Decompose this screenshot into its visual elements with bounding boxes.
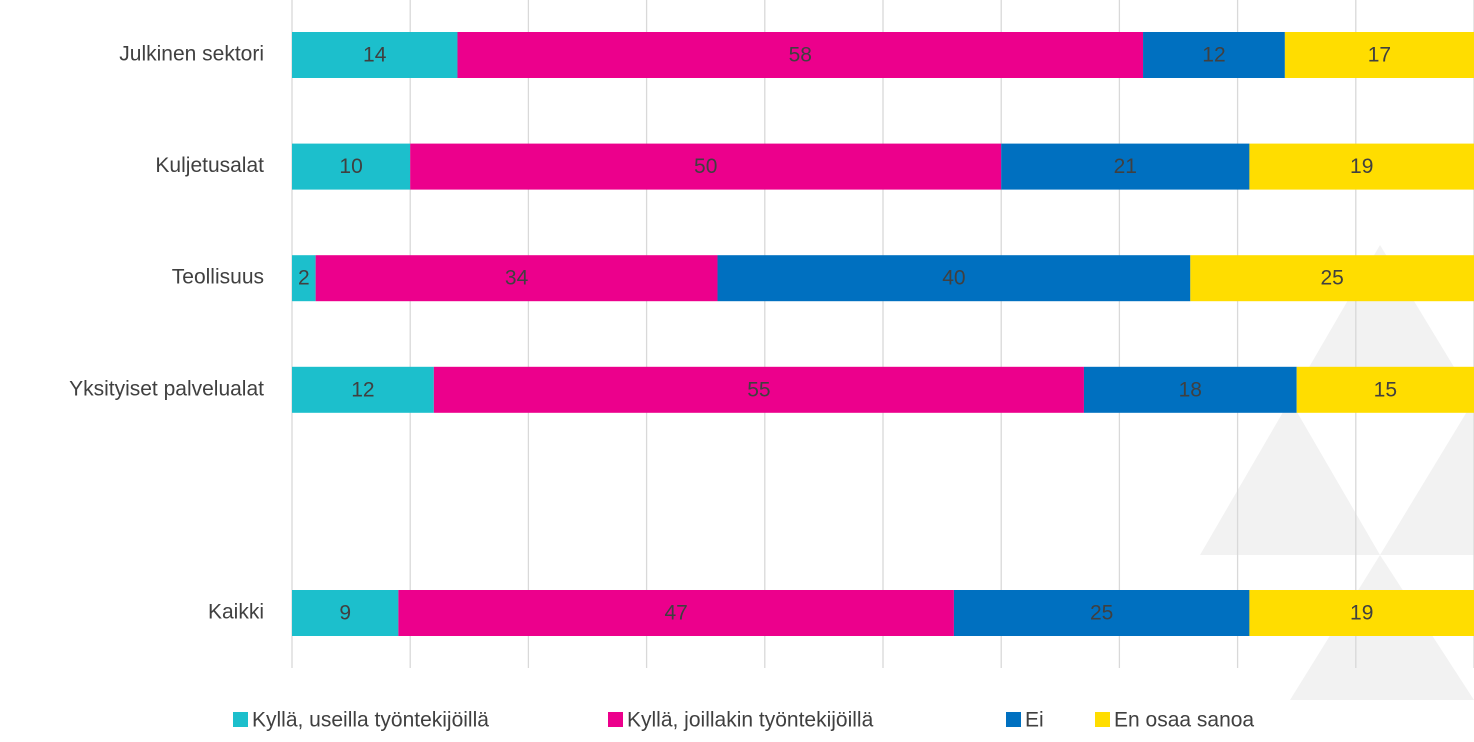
- bar-segment: [1284, 32, 1474, 78]
- bar-segment: [292, 32, 458, 78]
- bar-segment: [292, 143, 411, 190]
- legend-label: Kyllä, joillakin työntekijöillä: [627, 709, 874, 732]
- data-label: 25: [1320, 267, 1343, 290]
- data-label: 12: [1202, 44, 1225, 67]
- legend-label: Kyllä, useilla työntekijöillä: [252, 709, 489, 732]
- data-label: 50: [694, 155, 717, 178]
- bar-segment: [315, 255, 718, 302]
- data-label: 47: [664, 602, 687, 625]
- data-label: 58: [789, 44, 812, 67]
- data-label: 14: [363, 44, 387, 67]
- legend-label: En osaa sanoa: [1114, 709, 1254, 732]
- data-label: 15: [1374, 378, 1397, 401]
- bar-segment: [292, 255, 316, 302]
- bar-segment: [953, 590, 1250, 636]
- data-label: 25: [1090, 602, 1113, 625]
- bar-segment: [457, 32, 1144, 78]
- bar-segment: [1249, 143, 1474, 190]
- legend-swatch: [1095, 712, 1110, 727]
- bar-segment: [292, 590, 399, 636]
- data-label: 34: [505, 267, 529, 290]
- bar-segment: [433, 366, 1084, 413]
- bar-segment: [1249, 590, 1474, 636]
- legend-swatch: [1006, 712, 1021, 727]
- data-label: 12: [351, 378, 374, 401]
- y-tick-label: Yksityiset palvelualat: [69, 377, 264, 400]
- bar-segment: [1083, 366, 1297, 413]
- data-label: 10: [339, 155, 362, 178]
- bar-segment: [410, 143, 1002, 190]
- y-tick-label: Teollisuus: [172, 266, 264, 289]
- bar-segment: [398, 590, 954, 636]
- bar-segment: [1190, 255, 1474, 302]
- bar-segment: [1001, 143, 1250, 190]
- data-label: 19: [1350, 602, 1373, 625]
- legend-label: Ei: [1025, 709, 1044, 732]
- bar-segment: [1143, 32, 1285, 78]
- bar-segment: [1296, 366, 1474, 413]
- data-label: 18: [1179, 378, 1202, 401]
- legend-swatch: [608, 712, 623, 727]
- y-tick-label: Kuljetusalat: [155, 154, 264, 177]
- data-label: 40: [942, 267, 965, 290]
- data-label: 55: [747, 378, 770, 401]
- bar-segment: [717, 255, 1191, 302]
- bar-segment: [292, 366, 434, 413]
- data-label: 9: [339, 602, 351, 625]
- data-label: 19: [1350, 155, 1373, 178]
- data-label: 2: [298, 267, 310, 290]
- data-label: 17: [1368, 44, 1391, 67]
- legend-swatch: [233, 712, 248, 727]
- y-tick-label: Kaikki: [208, 601, 264, 624]
- data-label: 21: [1114, 155, 1137, 178]
- y-tick-label: Julkinen sektori: [119, 43, 264, 66]
